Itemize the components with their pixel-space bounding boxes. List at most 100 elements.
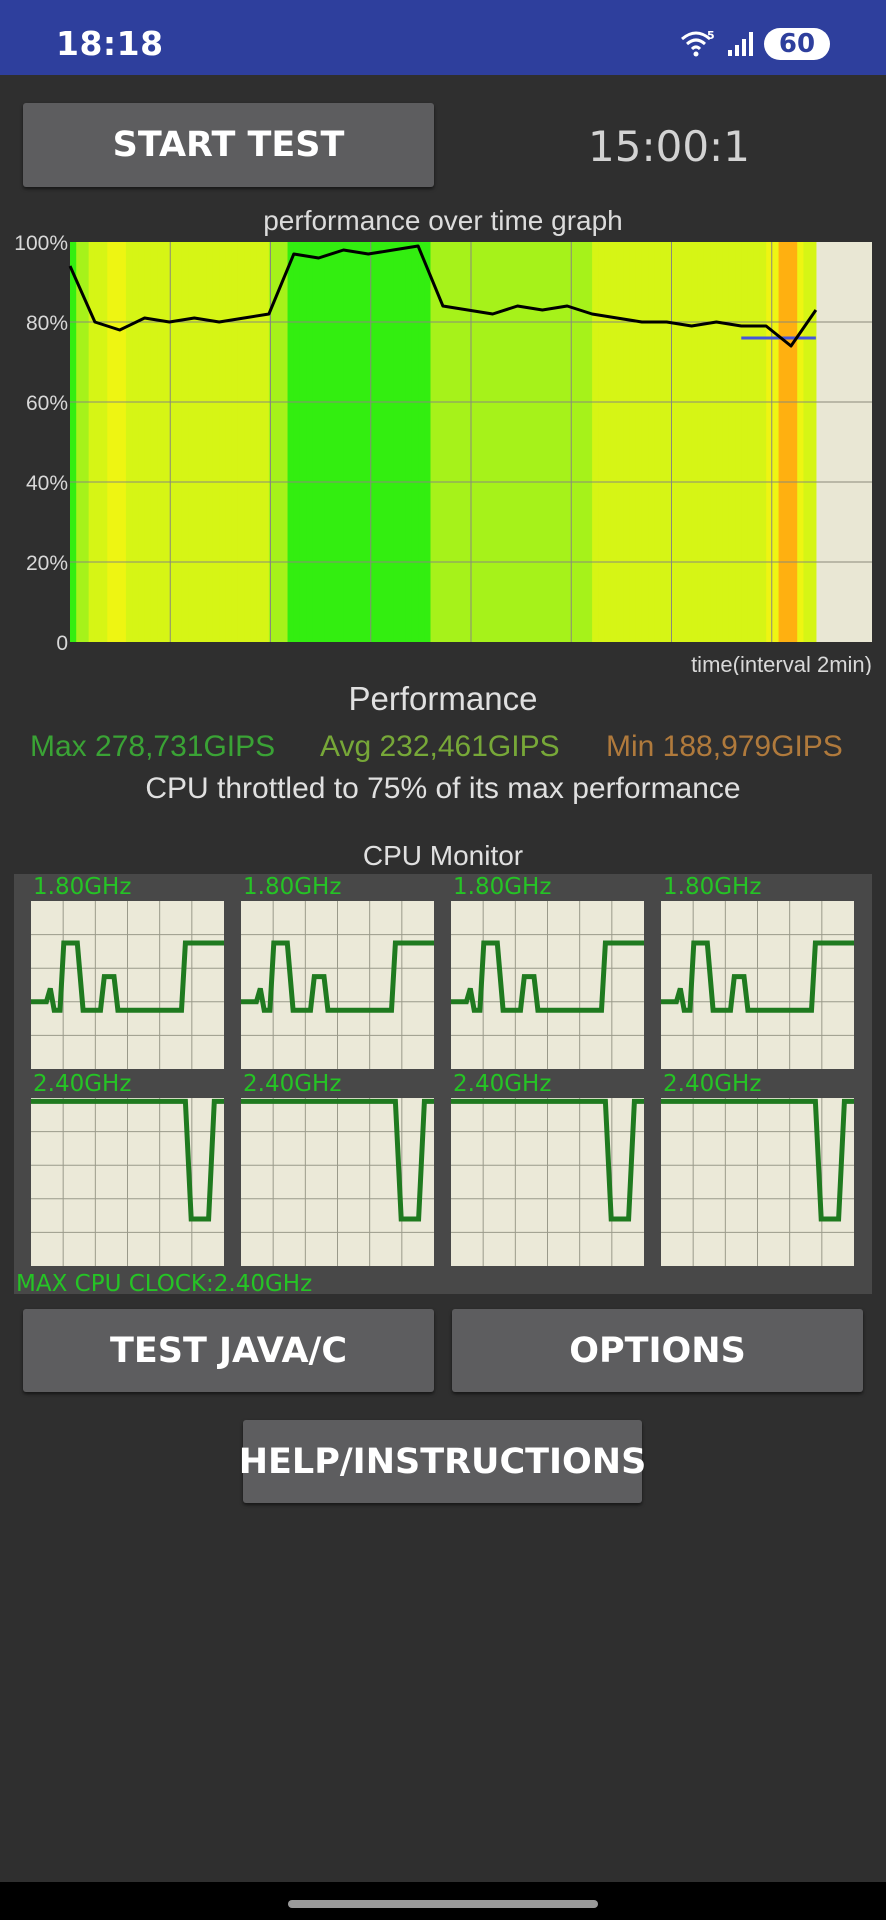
- heat-strip: [442, 242, 450, 642]
- heat-strip: [797, 242, 805, 642]
- heat-strip: [790, 242, 798, 642]
- heat-strip: [728, 242, 736, 642]
- heat-strip: [94, 242, 102, 642]
- core-frequency-line: [31, 1098, 224, 1222]
- heat-strip: [293, 242, 301, 642]
- heat-strip: [169, 242, 177, 642]
- heat-strip: [480, 242, 488, 642]
- heat-strip: [449, 242, 456, 642]
- heat-strip: [144, 242, 152, 642]
- heat-strip: [225, 242, 233, 642]
- heat-strip: [716, 242, 724, 642]
- heat-strip: [70, 242, 77, 642]
- y-tick-label: 40%: [26, 472, 68, 495]
- heat-strip: [219, 242, 226, 642]
- heat-strip: [256, 242, 264, 642]
- core-frequency-line: [451, 940, 644, 1013]
- heat-strip: [579, 242, 587, 642]
- heat-strip: [331, 242, 338, 642]
- heat-strip: [604, 242, 612, 642]
- heat-strip: [766, 242, 773, 642]
- max-cpu-clock: MAX CPU CLOCK:2.40GHz: [16, 1271, 313, 1297]
- heat-strip: [430, 242, 438, 642]
- core-frequency-label: 2.40GHz: [663, 1071, 762, 1097]
- heat-strip: [697, 242, 705, 642]
- heat-strip: [803, 242, 811, 642]
- heat-strip: [349, 242, 357, 642]
- heat-strip: [306, 242, 314, 642]
- y-tick-label: 100%: [14, 232, 68, 255]
- test-timer: 15:00:1: [588, 122, 750, 171]
- test-java-c-button[interactable]: TEST JAVA/C: [23, 1309, 434, 1392]
- heat-strip: [380, 242, 388, 642]
- start-test-button[interactable]: START TEST: [23, 103, 434, 187]
- heat-strip: [610, 242, 618, 642]
- heat-strip: [175, 242, 183, 642]
- heat-strip: [666, 242, 674, 642]
- core-frequency-label: 1.80GHz: [453, 874, 552, 900]
- heat-strip: [200, 242, 208, 642]
- y-tick-label: 60%: [26, 392, 68, 415]
- heat-strip: [244, 242, 251, 642]
- min-gips: Min 188,979GIPS: [606, 730, 843, 763]
- heat-strip: [567, 242, 575, 642]
- heat-strip: [194, 242, 202, 642]
- heat-strip: [324, 242, 332, 642]
- heat-strip: [411, 242, 419, 642]
- heat-strip: [113, 242, 121, 642]
- heat-strip: [554, 242, 562, 642]
- heat-strip: [703, 242, 711, 642]
- heat-strip: [88, 242, 96, 642]
- core-frequency-line: [661, 940, 854, 1013]
- heat-strip: [355, 242, 363, 642]
- heat-strip: [399, 242, 407, 642]
- help-instructions-button[interactable]: HELP/INSTRUCTIONS: [239, 1420, 646, 1503]
- heat-strip: [250, 242, 258, 642]
- heat-strip: [685, 242, 693, 642]
- heat-strip: [461, 242, 469, 642]
- max-gips: Max 278,731GIPS: [30, 730, 276, 763]
- heat-strip: [486, 242, 494, 642]
- core-frequency-line: [661, 1098, 854, 1222]
- heat-strip: [318, 242, 326, 642]
- status-time: 18:18: [56, 24, 164, 63]
- heat-strip: [299, 242, 307, 642]
- core-frequency-line: [241, 1098, 434, 1222]
- heat-strip: [206, 242, 214, 642]
- heat-strip: [641, 242, 649, 642]
- heat-strip: [181, 242, 189, 642]
- heat-strip: [474, 242, 481, 642]
- heat-strip: [623, 242, 630, 642]
- heat-strip: [436, 242, 444, 642]
- heat-strip: [735, 242, 742, 642]
- heat-strip: [287, 242, 295, 642]
- core-frequency-label: 1.80GHz: [243, 874, 342, 900]
- heat-strip: [809, 242, 817, 642]
- heat-strip: [741, 242, 749, 642]
- heat-strip: [548, 242, 556, 642]
- throttle-text: CPU throttled to 75% of its max performa…: [145, 772, 741, 805]
- heat-strip: [517, 242, 525, 642]
- heat-strip: [660, 242, 668, 642]
- heat-strip: [393, 242, 401, 642]
- core-frequency-line: [31, 940, 224, 1013]
- heat-strip: [722, 242, 730, 642]
- heat-strip: [368, 242, 376, 642]
- avg-gips: Avg 232,461GIPS: [320, 730, 560, 763]
- battery-indicator: 60: [764, 28, 830, 60]
- x-axis-label: time(interval 2min): [691, 652, 872, 675]
- heat-strip: [82, 242, 90, 642]
- heat-strip: [778, 242, 786, 642]
- home-gesture-bar[interactable]: [288, 1900, 598, 1908]
- heat-strip: [212, 242, 220, 642]
- heat-strip: [374, 242, 382, 642]
- heat-strip: [747, 242, 755, 642]
- heat-strip: [753, 242, 761, 642]
- options-button[interactable]: OPTIONS: [452, 1309, 863, 1392]
- performance-chart: 100% 80% 60% 40% 20% 0 time(interval 2min): [14, 232, 872, 675]
- heat-strip: [529, 242, 537, 642]
- heat-strip: [138, 242, 146, 642]
- heat-strip: [592, 242, 599, 642]
- heat-strip: [312, 242, 320, 642]
- heat-strip: [616, 242, 624, 642]
